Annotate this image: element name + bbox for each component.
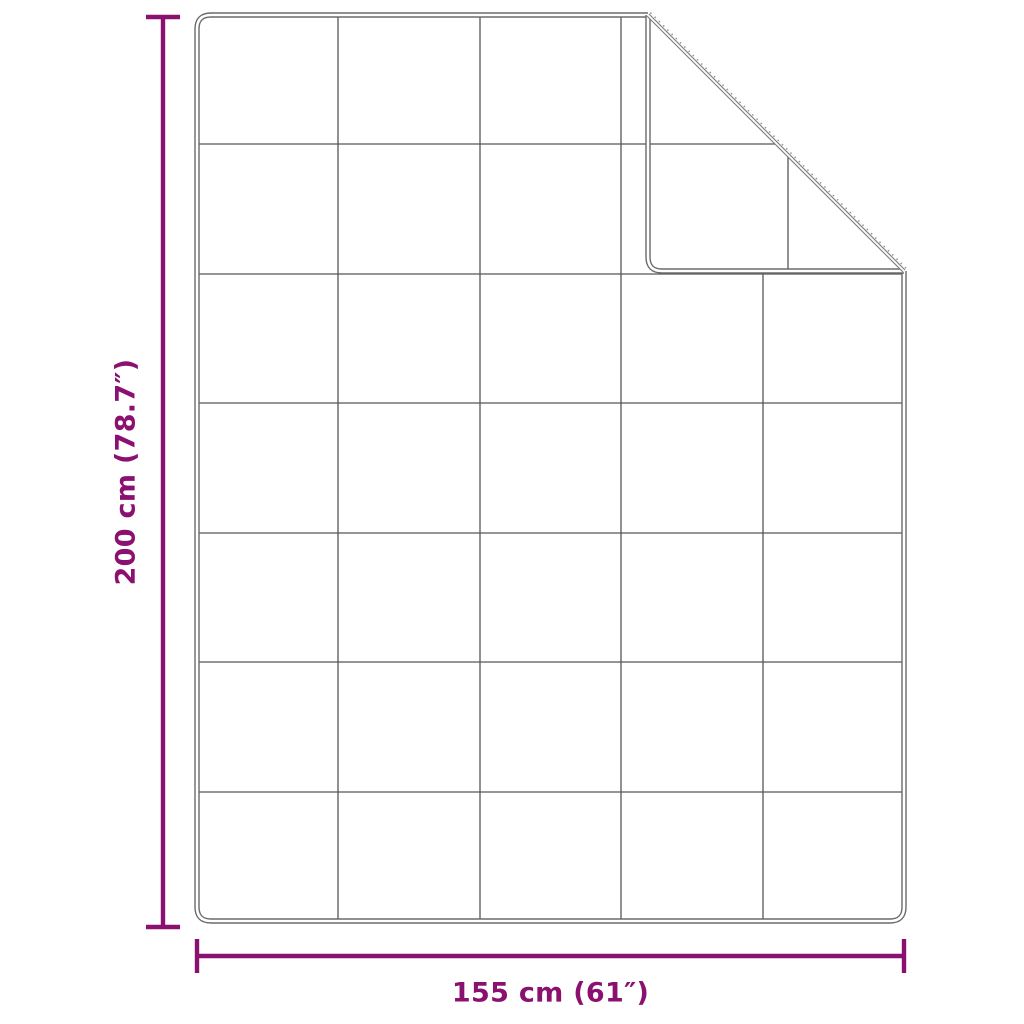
height-dimension-label: 200 cm (78.7″) <box>110 358 142 586</box>
dimension-lines <box>146 14 907 973</box>
blanket-edges <box>194 12 907 924</box>
width-dimension-label: 155 cm (61″) <box>451 977 650 1009</box>
fold-crease-line <box>646 12 907 273</box>
blanket-fill <box>197 15 904 921</box>
quilt-grid-lines <box>197 15 904 921</box>
